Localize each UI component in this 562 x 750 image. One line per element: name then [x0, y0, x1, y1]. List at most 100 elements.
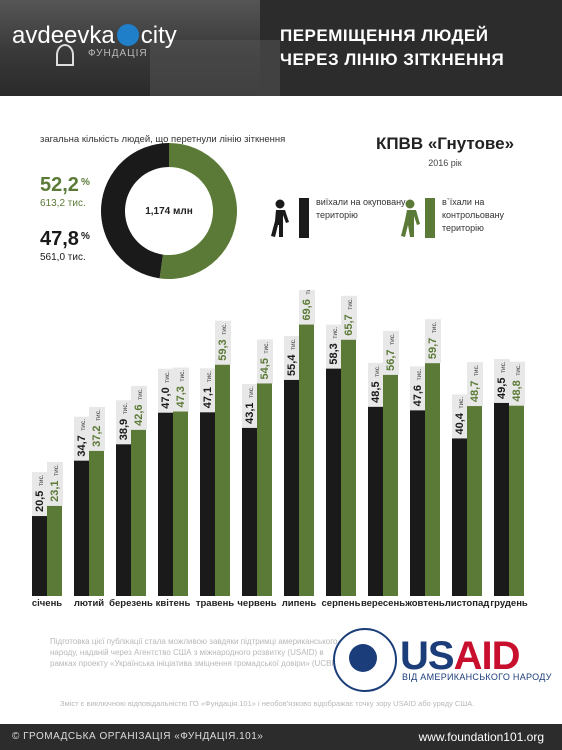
green-percent-value: 52,2 [40, 174, 79, 196]
bar-value-label: 34,7 [76, 435, 88, 456]
map-pin-icon [116, 24, 139, 46]
bar-value-label: 65,7 [343, 314, 355, 335]
month-label: липень [282, 598, 317, 609]
month-label: березень [109, 598, 153, 609]
bar-unit-label: тис. [248, 386, 255, 398]
bar-unit-label: тис. [305, 290, 312, 295]
month-label: лютий [74, 598, 104, 609]
bar-unit-label: тис. [374, 365, 381, 377]
bar-in [383, 374, 398, 596]
bar-value-label: 48,7 [469, 381, 481, 402]
bar-unit-label: тис. [95, 409, 102, 421]
bar-value-label: 37,2 [91, 425, 103, 446]
bar-label-backdrop [467, 362, 483, 407]
bar-out [284, 379, 299, 596]
bar-out [200, 412, 215, 596]
bar-in [299, 324, 314, 596]
bar-value-label: 48,8 [511, 380, 523, 401]
bar-unit-label: тис. [515, 364, 522, 376]
month-label: грудень [490, 598, 528, 609]
bar-in [341, 339, 356, 596]
bar-unit-label: тис. [458, 397, 465, 409]
bar-out [242, 427, 257, 596]
bar-unit-label: тис. [263, 342, 270, 354]
bar-out [116, 444, 131, 596]
bar-unit-label: тис. [137, 388, 144, 400]
usaid-tagline: ВІД АМЕРИКАНСЬКОГО НАРОДУ [402, 672, 552, 682]
bar-unit-label: тис. [122, 402, 129, 414]
bar-value-label: 55,4 [286, 354, 298, 376]
bar-value-label: 47,6 [412, 385, 424, 406]
bar-in [467, 406, 482, 596]
bar-label-backdrop [215, 320, 231, 365]
bar-label-backdrop [242, 383, 258, 428]
bar-value-label: 43,1 [244, 402, 256, 423]
legend-in-label: в`їхали на контрольовану територію [442, 197, 505, 233]
monthly-bar-chart: 20,5 тис. 23,1 тис. січень 34,7 тис. 37,2 тис. лю… [32, 290, 528, 609]
donut-slice [159, 143, 238, 279]
bar-label-backdrop [89, 406, 105, 451]
bar-value-label: 56,7 [385, 349, 397, 370]
bar-out [368, 406, 383, 596]
bar-label-backdrop [425, 319, 441, 364]
person-out-icon [271, 199, 289, 237]
header-banner: avdeevka city ФУНДАЦІЯ Переміщення людей … [0, 0, 562, 96]
foundation-name: ФУНДАЦІЯ [88, 48, 148, 59]
bar-value-label: 54,5 [259, 358, 271, 379]
bar-value-label: 38,9 [118, 419, 130, 440]
bar-label-backdrop [341, 295, 357, 340]
usaid-aid: AID [453, 634, 521, 678]
bar-label-backdrop [509, 361, 525, 406]
checkpoint-name: КПВВ «Гнутове» [375, 134, 515, 153]
bar-unit-label: тис. [347, 298, 354, 310]
bar-label-backdrop [494, 358, 510, 403]
month-label: вересень [361, 598, 405, 609]
bar-label-backdrop [257, 339, 273, 384]
bar-unit-label: тис. [206, 370, 213, 382]
usaid-seal [333, 628, 397, 692]
donut-total: 1,174 млн [145, 206, 193, 217]
bar-label-backdrop [299, 290, 315, 325]
footer-site[interactable]: www.foundation101.org [418, 730, 544, 744]
bar-out [494, 402, 509, 596]
bar-value-label: 69,6 [301, 299, 313, 320]
bar-value-label: 49,5 [496, 378, 508, 399]
bar-label-backdrop [200, 368, 216, 413]
title-line-2: через лінію зіткнення [280, 50, 505, 69]
total-label: загальна кількість людей, що перетнули л… [40, 134, 286, 145]
bar-value-label: 20,5 [34, 491, 46, 512]
bar-in [89, 450, 104, 596]
bar-label-backdrop [410, 366, 426, 411]
bar-out [158, 412, 173, 596]
bar-unit-label: тис. [164, 371, 171, 383]
checkpoint-year: 2016 рік [428, 158, 462, 168]
bar-unit-label: тис. [80, 419, 87, 431]
bar-in [47, 505, 62, 596]
usaid-us: US [400, 634, 455, 678]
bar-value-label: 47,0 [160, 387, 172, 408]
bar-label-backdrop [284, 335, 300, 380]
usaid-seal-emblem [349, 644, 377, 672]
month-label: травень [196, 598, 234, 609]
bar-value-label: 59,3 [217, 339, 229, 360]
bar-label-backdrop [173, 367, 189, 412]
usaid-logo: USAID [400, 634, 521, 679]
header-photo-detail [150, 40, 280, 96]
legend-black-swatch [299, 198, 309, 238]
black-percent: 47,8% [40, 228, 90, 251]
support-note: Підготовка цієї публікації стала можливо… [50, 637, 339, 668]
bar-label-backdrop [116, 400, 132, 445]
bar-out [452, 438, 467, 596]
bar-value-label: 47,1 [202, 387, 214, 408]
bar-unit-label: тис. [332, 327, 339, 339]
legend-out-label: виїхали на окуповану територію [316, 197, 406, 220]
bar-value-label: 59,7 [427, 338, 439, 359]
bar-unit-label: тис. [290, 338, 297, 350]
bar-out [410, 410, 425, 596]
bar-value-label: 48,5 [370, 381, 382, 402]
bar-label-backdrop [32, 472, 48, 517]
month-label: січень [32, 598, 62, 609]
bar-unit-label: тис. [221, 323, 228, 335]
bar-value-label: 42,6 [133, 404, 145, 425]
month-label: червень [237, 598, 276, 609]
